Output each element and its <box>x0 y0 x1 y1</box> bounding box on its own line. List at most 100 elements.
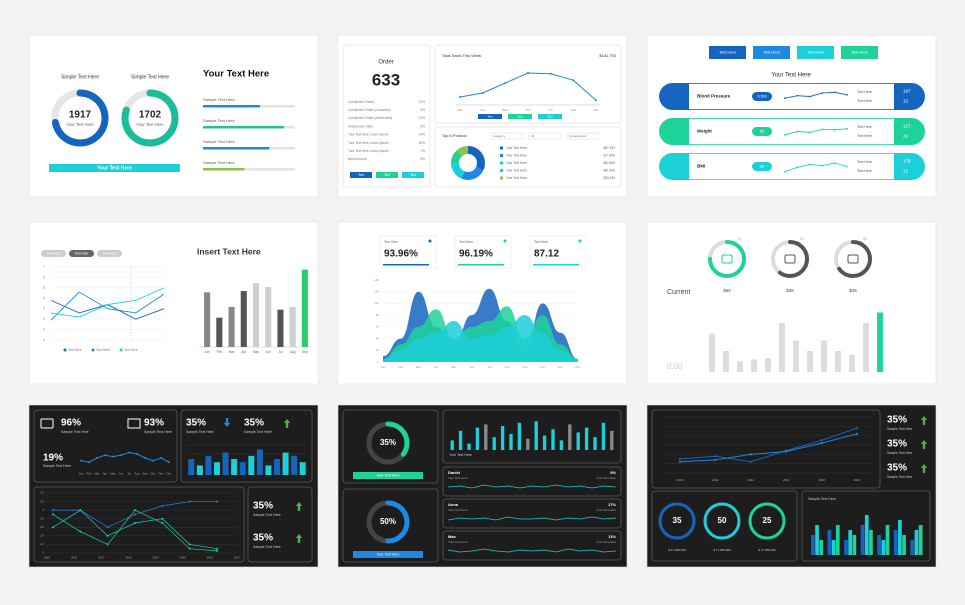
row-low: 32 <box>903 134 909 139</box>
ring-label: 35 <box>673 516 682 525</box>
title: Your Text Here <box>203 69 269 80</box>
product-value: $33,530 <box>603 176 615 180</box>
card <box>180 409 313 483</box>
note: Text Here <box>857 125 872 129</box>
button <box>353 472 423 479</box>
bar <box>526 438 530 450</box>
bar <box>709 333 715 372</box>
x-tick-label: Aug <box>290 350 296 354</box>
point <box>821 128 824 131</box>
bar <box>467 443 471 450</box>
pill <box>752 127 772 136</box>
title: Insert Text Here <box>197 246 261 256</box>
bar <box>576 432 580 450</box>
bar <box>835 525 840 555</box>
point <box>808 95 811 98</box>
y-tick-label: 7 <box>43 265 45 269</box>
x-tick-label: Mar <box>229 350 235 354</box>
product-value: $41,500 <box>603 168 615 172</box>
bar <box>559 440 564 450</box>
card <box>801 490 931 562</box>
card <box>33 409 178 483</box>
legend-label: Your Text Here <box>506 146 527 150</box>
kpi-value: 87.12 <box>534 249 559 260</box>
row-pct: 9% <box>610 470 616 475</box>
product-value: $77,820 <box>603 153 615 157</box>
bar <box>277 309 284 347</box>
ring-pct: 60 <box>800 237 804 241</box>
bar <box>274 459 280 475</box>
bar-label: Sample Text Here <box>203 118 235 123</box>
button-label: Text <box>358 173 364 177</box>
x-tick-label: 2020 <box>854 478 861 482</box>
kpi-sub: Sample Text Here <box>43 464 71 468</box>
x-tick-label: May <box>110 472 116 476</box>
point <box>216 500 218 503</box>
button-label: Text Here <box>807 50 825 55</box>
filter <box>566 132 600 140</box>
ring-arc <box>834 240 872 278</box>
line <box>784 162 848 173</box>
bar <box>765 358 771 372</box>
point <box>52 509 54 512</box>
point <box>188 500 191 503</box>
x-tick-label: Mar <box>416 365 421 369</box>
legend-swatch <box>500 161 503 165</box>
bar <box>509 434 513 450</box>
point <box>52 513 54 516</box>
bar <box>228 307 235 347</box>
ring-icon <box>847 254 859 264</box>
row-high: 127 <box>903 124 911 129</box>
bar <box>831 540 836 555</box>
down-arrow <box>223 418 231 427</box>
y-tick-label: 5 <box>43 286 45 290</box>
x-tick-label: Apr <box>434 365 439 369</box>
kpi-value: 35% <box>253 533 273 544</box>
note: Text Here <box>857 160 872 164</box>
point <box>106 543 109 546</box>
ring-sub: $ 17,050,000 <box>668 548 686 552</box>
row-low: 12 <box>903 99 909 104</box>
point <box>784 97 786 100</box>
x-tick-label: Feb <box>87 472 92 476</box>
point <box>846 165 848 168</box>
bar <box>203 147 270 150</box>
slide-bg <box>28 221 319 385</box>
row-label: Blood Pressure <box>697 94 731 99</box>
row-label: Your Text Here Lorem Ipsum <box>348 141 389 145</box>
tab-label: Text Here <box>47 251 61 255</box>
x-tick-label: Dec <box>575 365 581 369</box>
filter-label: All <box>531 134 535 138</box>
button-label: Text Here <box>851 50 869 55</box>
slide: Text Here Text Here Text Here 0 1 2 3 4 5 6 7 Text … <box>28 221 319 385</box>
kpi-card <box>454 235 512 269</box>
button-label: Text Here <box>763 50 781 55</box>
point <box>144 457 146 459</box>
ring-arc <box>703 502 741 540</box>
bar <box>204 292 211 347</box>
kpi-value: 96.19% <box>459 249 493 260</box>
card <box>442 530 622 561</box>
card <box>33 486 245 563</box>
bar <box>222 452 229 475</box>
kpi-value: 93% <box>144 418 164 429</box>
kpi-sub: Sample Text Here <box>253 513 281 517</box>
point <box>808 163 811 166</box>
x-tick-label: Aug <box>135 472 140 476</box>
button <box>350 172 372 178</box>
ring-icon <box>784 254 796 264</box>
x-tick-label: Nov <box>159 472 165 476</box>
line <box>447 484 617 489</box>
x-tick-label: Apr <box>103 472 107 476</box>
kpi-sub: Sample Text Here <box>887 451 913 455</box>
x-tick-label: Feb <box>217 350 223 354</box>
button-label: Your Text Here <box>97 165 132 171</box>
x-tick-label: Mon <box>457 108 463 112</box>
y-tick-label: 2.6 <box>40 525 44 529</box>
point <box>808 131 811 134</box>
bar <box>568 424 572 450</box>
kpi-sub: Sample Text Here <box>61 430 89 434</box>
button-label: Text <box>384 173 390 177</box>
y-tick-label: 6 <box>43 275 45 279</box>
order-value: 633 <box>372 70 400 89</box>
